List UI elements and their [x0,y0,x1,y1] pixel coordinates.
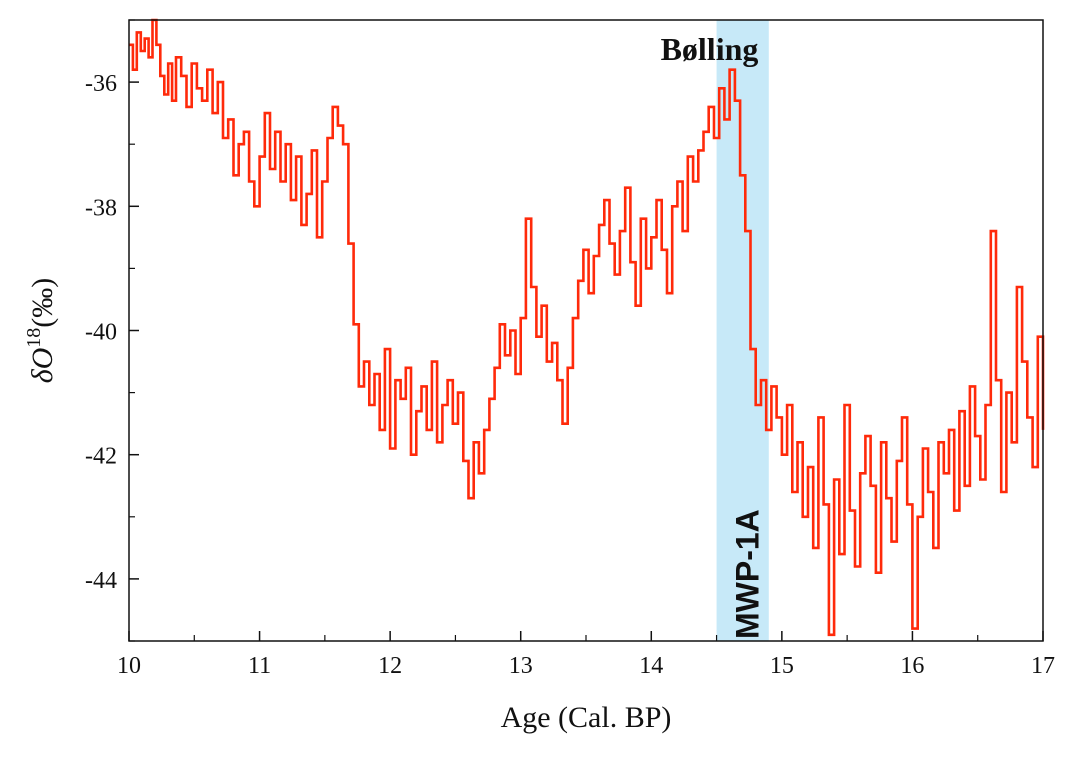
mwp-1a-label: MWP-1A [730,509,766,639]
y-axis-title-superscript: 18 [23,328,45,348]
series-line-0 [129,18,1045,637]
y-tick-label: -40 [85,320,117,346]
x-axis-title: Age (Cal. BP) [501,701,672,734]
y-axis-title: δO18(‰) [23,278,59,384]
y-axis-title-suffix: (‰) [26,278,59,328]
y-tick-label: -36 [85,71,117,97]
x-tick-label: 13 [509,653,533,679]
x-tick-label: 17 [1031,653,1055,679]
y-tick-label: -44 [85,568,117,594]
bolling-label: Bølling [661,31,759,67]
x-tick-label: 16 [900,653,924,679]
highlight-band-mwp [716,20,769,641]
x-tick-label: 15 [770,653,794,679]
x-tick-label: 12 [378,653,402,679]
y-axis-title-prefix: δO [26,348,59,384]
x-tick-label: 10 [117,653,141,679]
x-tick-label: 14 [639,653,663,679]
x-tick-label: 11 [248,653,271,679]
y-tick-label: -38 [85,195,117,221]
y-tick-label: -42 [85,444,117,470]
